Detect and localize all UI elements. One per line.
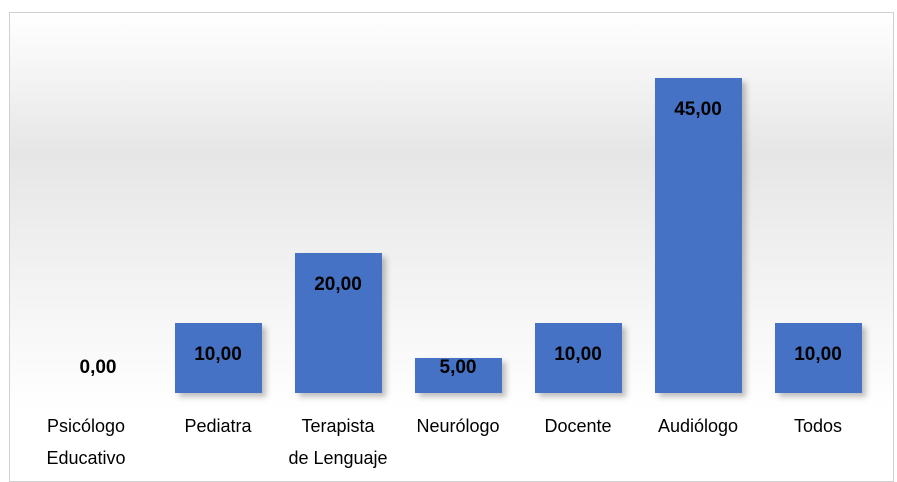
value-label: 10,00 bbox=[794, 344, 842, 365]
bar bbox=[775, 323, 862, 393]
bar bbox=[175, 323, 262, 393]
x-tick-label: Docente bbox=[544, 416, 612, 436]
value-label: 5,00 bbox=[440, 357, 477, 378]
value-label: 0,00 bbox=[80, 357, 117, 378]
bar bbox=[295, 253, 382, 393]
x-tick-label: Audiólogo bbox=[657, 416, 739, 436]
x-tick-label: Neurólogo bbox=[416, 416, 500, 436]
value-label: 10,00 bbox=[554, 344, 602, 365]
x-tick-label: Todos bbox=[793, 416, 843, 436]
bar bbox=[535, 323, 622, 393]
value-label: 10,00 bbox=[194, 344, 242, 365]
chart-frame bbox=[9, 12, 894, 482]
value-label: 45,00 bbox=[674, 99, 722, 120]
value-label: 20,00 bbox=[314, 274, 362, 295]
x-tick-label: Terapista de Lenguaje bbox=[288, 416, 388, 468]
x-tick-label: Pediatra bbox=[184, 416, 252, 436]
bar bbox=[415, 358, 502, 393]
bar bbox=[655, 78, 742, 393]
x-tick-label: Psicólogo Educativo bbox=[46, 416, 126, 468]
